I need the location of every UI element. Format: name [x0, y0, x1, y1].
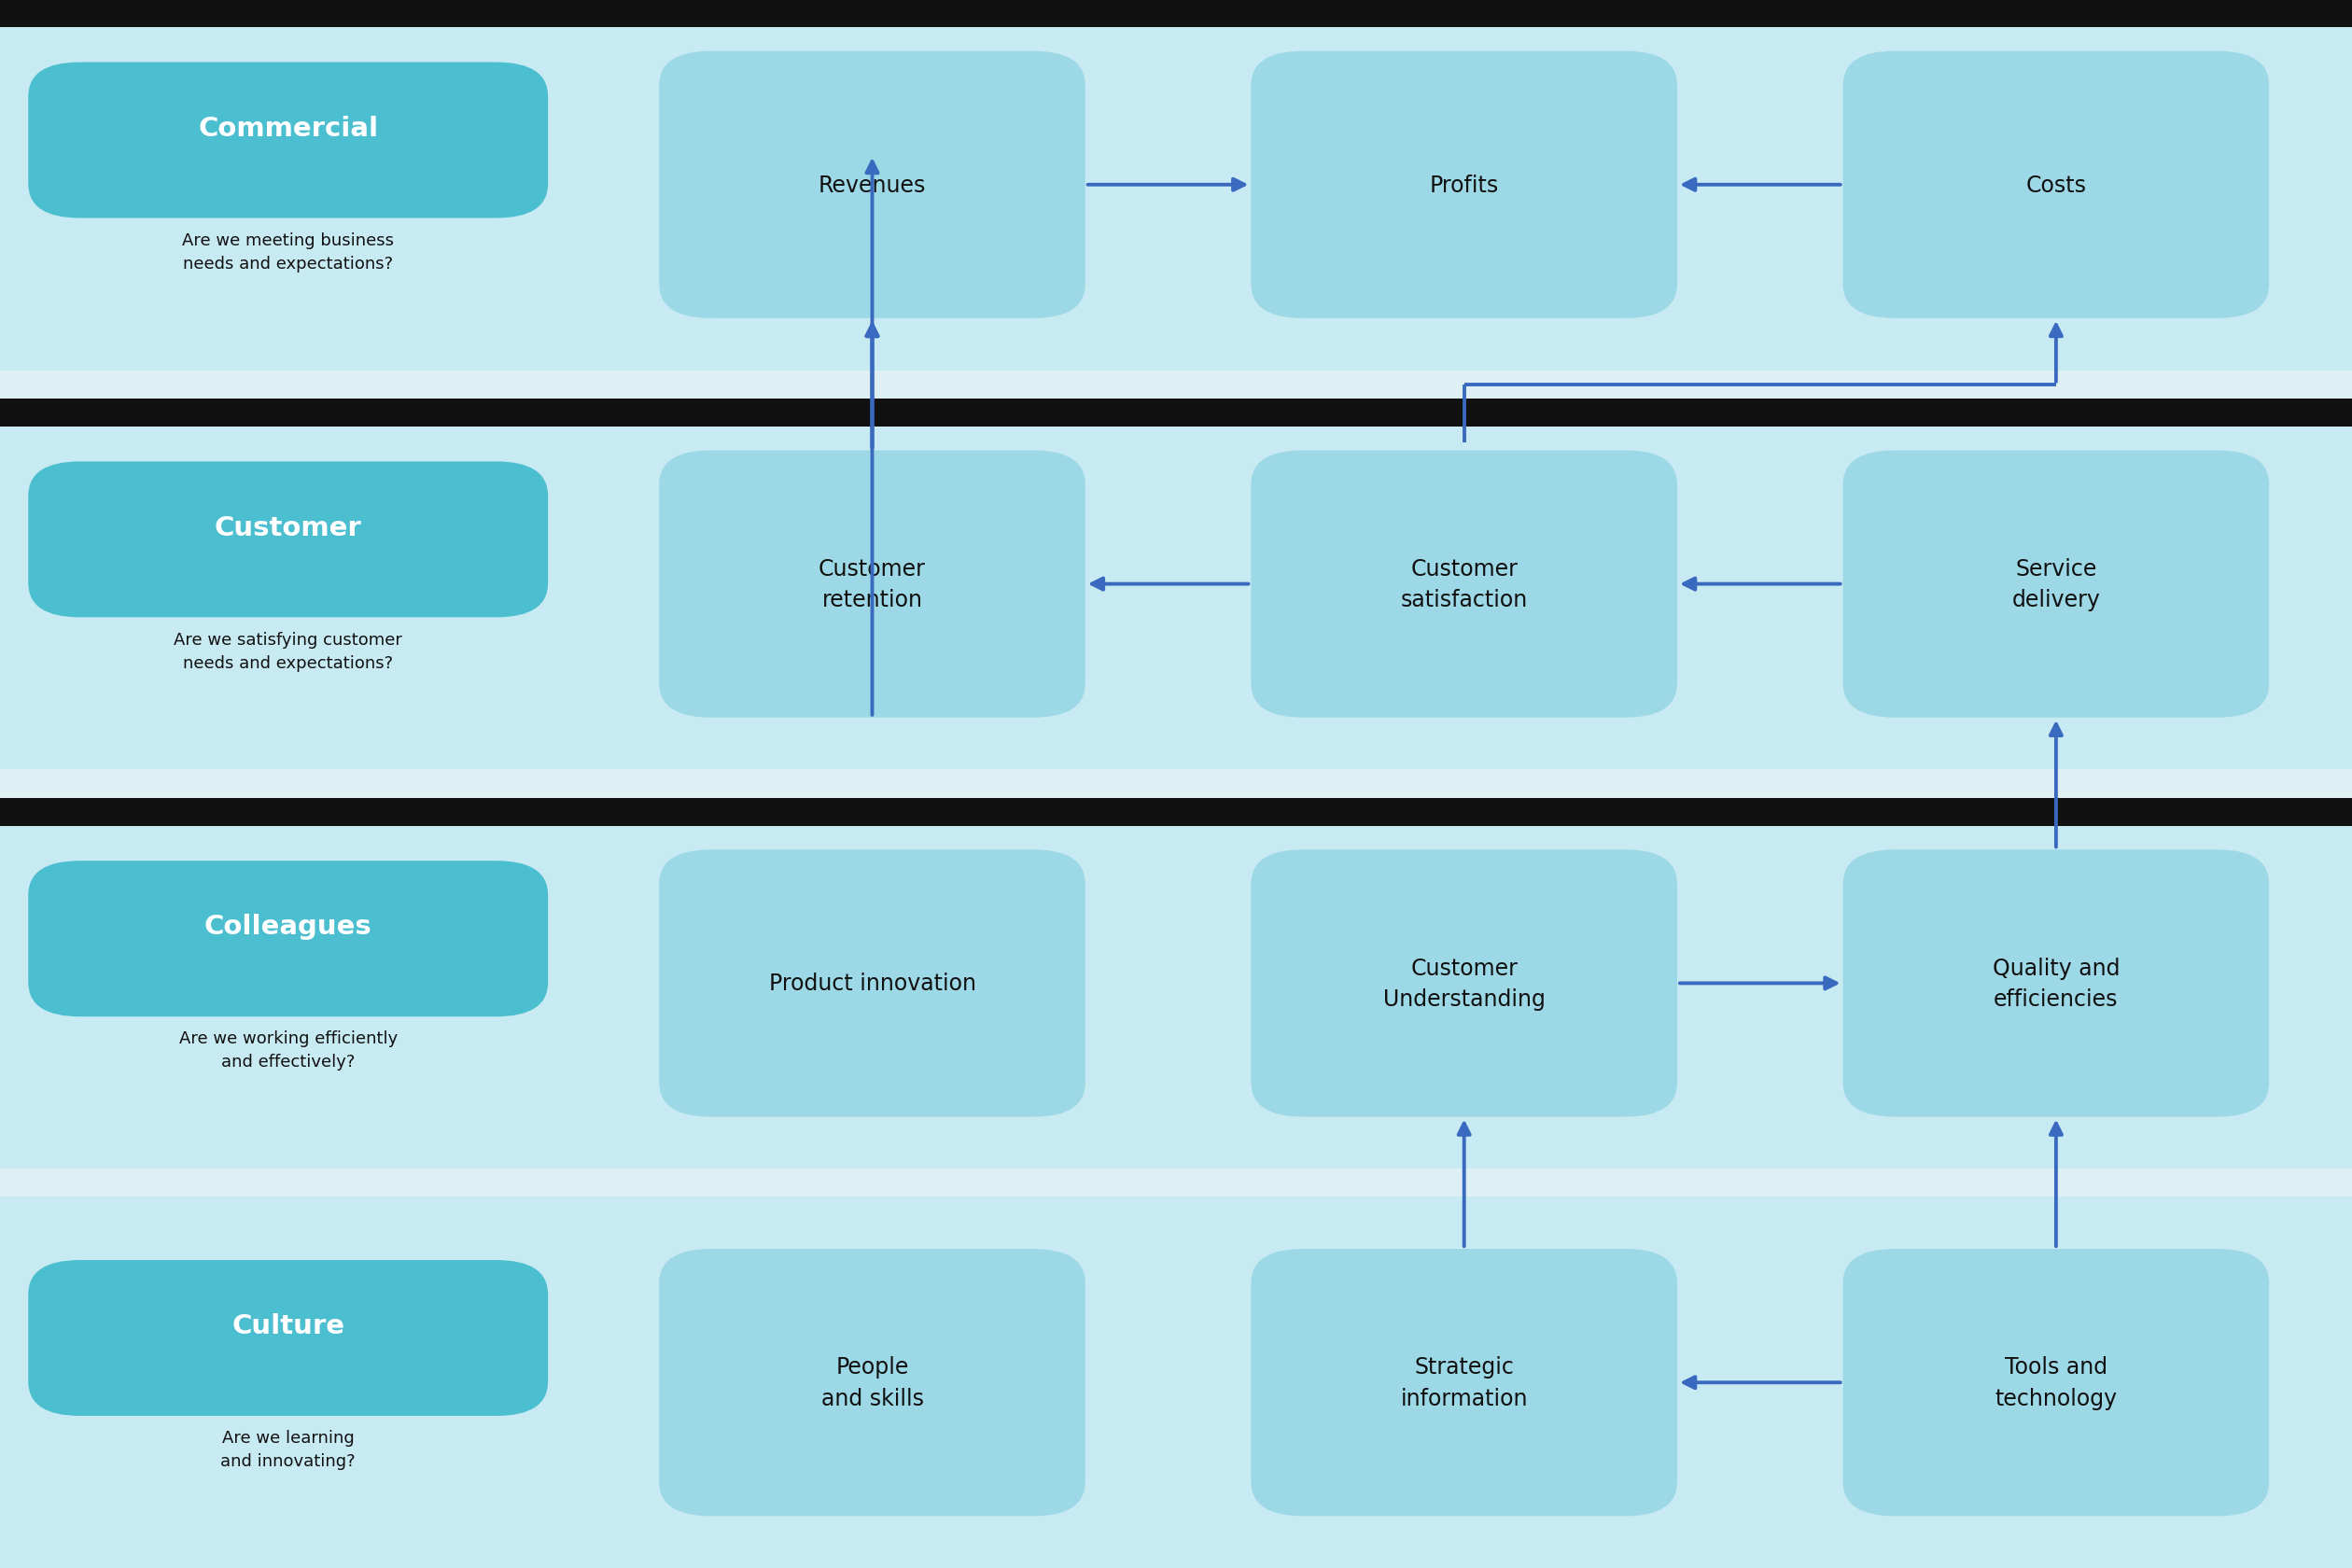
Text: People
and skills: People and skills	[821, 1356, 924, 1410]
FancyBboxPatch shape	[0, 0, 2352, 372]
Text: Are we working efficiently
and effectively?: Are we working efficiently and effective…	[179, 1030, 397, 1071]
Text: Colleagues: Colleagues	[205, 914, 372, 939]
Text: Customer: Customer	[214, 514, 362, 541]
FancyBboxPatch shape	[659, 850, 1084, 1116]
FancyBboxPatch shape	[1251, 52, 1677, 318]
Text: Revenues: Revenues	[818, 174, 927, 196]
Text: Quality and
efficiencies: Quality and efficiencies	[1992, 956, 2119, 1010]
Text: Customer
Understanding: Customer Understanding	[1383, 956, 1545, 1010]
Text: Are we learning
and innovating?: Are we learning and innovating?	[221, 1430, 355, 1469]
FancyBboxPatch shape	[0, 798, 2352, 1170]
Text: Costs: Costs	[2025, 174, 2086, 196]
FancyBboxPatch shape	[1844, 452, 2270, 718]
Bar	[0, 798, 2352, 826]
Text: Tools and
technology: Tools and technology	[1994, 1356, 2117, 1410]
Text: Commercial: Commercial	[198, 116, 379, 141]
FancyBboxPatch shape	[28, 463, 548, 618]
Text: Customer
satisfaction: Customer satisfaction	[1399, 558, 1529, 612]
Text: Are we meeting business
needs and expectations?: Are we meeting business needs and expect…	[181, 232, 395, 273]
FancyBboxPatch shape	[1251, 452, 1677, 718]
FancyBboxPatch shape	[659, 52, 1084, 318]
Text: Profits: Profits	[1430, 174, 1498, 196]
Text: Service
delivery: Service delivery	[2011, 558, 2100, 612]
FancyBboxPatch shape	[28, 63, 548, 220]
Text: Strategic
information: Strategic information	[1399, 1356, 1529, 1410]
FancyBboxPatch shape	[1844, 52, 2270, 318]
FancyBboxPatch shape	[28, 861, 548, 1018]
Text: Customer
retention: Customer retention	[818, 558, 927, 612]
FancyBboxPatch shape	[659, 1250, 1084, 1516]
Text: Product innovation: Product innovation	[769, 972, 976, 994]
FancyBboxPatch shape	[1251, 1250, 1677, 1516]
FancyBboxPatch shape	[28, 1261, 548, 1416]
Text: Culture: Culture	[230, 1312, 346, 1339]
Text: Are we satisfying customer
needs and expectations?: Are we satisfying customer needs and exp…	[174, 632, 402, 671]
FancyBboxPatch shape	[0, 400, 2352, 770]
FancyBboxPatch shape	[1844, 850, 2270, 1116]
FancyBboxPatch shape	[1251, 850, 1677, 1116]
FancyBboxPatch shape	[659, 452, 1084, 718]
FancyBboxPatch shape	[1844, 1250, 2270, 1516]
FancyBboxPatch shape	[0, 1198, 2352, 1568]
Bar	[0, 0, 2352, 28]
Bar	[0, 400, 2352, 428]
